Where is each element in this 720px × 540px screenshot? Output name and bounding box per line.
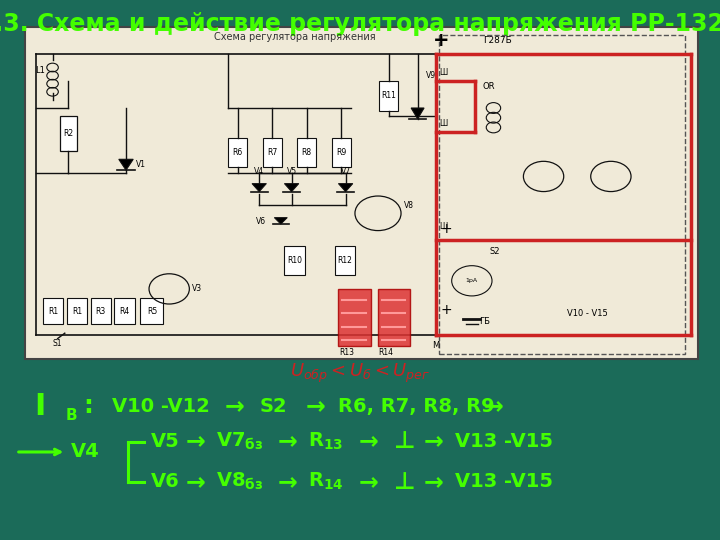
Text: R12: R12 [338,256,352,265]
Text: →: → [225,394,244,418]
Bar [67,298,87,324]
Text: $\mathbf{R_{14}}$: $\mathbf{R_{14}}$ [308,471,343,492]
Text: V10 - V15: V10 - V15 [567,309,608,318]
Text: Схема регулятора напряжения: Схема регулятора напряжения [214,32,375,42]
Text: →: → [277,429,297,453]
Text: V7: V7 [341,166,351,176]
Bar [338,289,371,346]
Text: ГБ: ГБ [479,317,490,326]
Text: ОR: ОR [482,82,495,91]
Text: $\mathbf{B}$: $\mathbf{B}$ [65,407,77,423]
Text: $\mathbf{V8_{бз}}$: $\mathbf{V8_{бз}}$ [216,471,264,492]
Text: +: + [433,31,450,50]
Text: →: → [423,429,443,453]
Text: +: + [441,222,452,237]
Bar [335,246,355,275]
Text: R13: R13 [339,348,354,356]
Text: L1: L1 [35,66,45,75]
Text: V6: V6 [256,217,266,226]
Text: Ш: Ш [439,119,448,128]
Text: S2: S2 [490,247,500,255]
Text: R5: R5 [147,307,157,315]
Polygon shape [252,184,266,192]
Text: $\mathbf{V7_{бз}}$: $\mathbf{V7_{бз}}$ [216,430,264,452]
Text: V4: V4 [71,442,99,462]
Text: Ш: Ш [439,68,448,77]
Text: :: : [83,394,93,418]
Text: →: → [306,394,325,418]
Text: V13 -V15: V13 -V15 [455,431,553,451]
Text: Ш: Ш [439,221,448,231]
Bar [43,298,63,324]
Polygon shape [119,159,133,170]
Text: +: + [441,303,452,318]
Text: R1: R1 [72,307,82,315]
Text: R1: R1 [48,307,58,315]
Polygon shape [338,184,353,192]
Text: R9: R9 [336,148,346,157]
Text: ⊥: ⊥ [394,470,415,494]
Text: 1рА: 1рА [466,278,478,284]
Text: R7: R7 [267,148,277,157]
Text: V5: V5 [151,431,180,451]
Bar [25,27,698,359]
Bar [332,138,351,167]
Text: $\mathbf{I}$: $\mathbf{I}$ [34,392,45,421]
Text: →: → [186,429,205,453]
Text: →: → [423,470,443,494]
Bar [378,289,410,346]
Text: $U_{обр} < U_{б} < U_{рег}$: $U_{обр} < U_{б} < U_{рег}$ [289,362,431,385]
Text: R6, R7, R8, R9: R6, R7, R8, R9 [338,396,495,416]
Text: R14: R14 [379,348,394,356]
Text: R8: R8 [302,148,312,157]
Text: R6: R6 [233,148,243,157]
Bar [91,298,111,324]
Bar [284,246,305,275]
Text: →: → [277,470,297,494]
Text: 2.3. Схема и действие регулятора напряжения РР-132А: 2.3. Схема и действие регулятора напряже… [0,12,720,36]
Text: R10: R10 [287,256,302,265]
Bar [263,138,282,167]
Text: V10 -V12: V10 -V12 [112,396,210,416]
Text: S1: S1 [53,340,63,348]
Bar [60,116,77,151]
Text: →: → [359,470,378,494]
Bar [297,138,316,167]
Text: V5: V5 [287,166,297,176]
Text: ⊥: ⊥ [394,429,415,453]
Text: M: M [432,341,439,350]
Text: $\mathbf{R_{13}}$: $\mathbf{R_{13}}$ [308,430,343,452]
Polygon shape [284,184,299,192]
Bar [228,138,247,167]
Text: V4: V4 [254,166,264,176]
Text: Г287Б: Г287Б [483,36,512,45]
Text: R4: R4 [120,307,130,315]
Text: V6: V6 [151,472,180,491]
Text: →: → [186,470,205,494]
Bar [439,35,685,354]
Text: S2: S2 [259,396,287,416]
Bar [379,81,398,111]
Text: V13 -V15: V13 -V15 [455,472,553,491]
Text: V3: V3 [192,285,202,293]
Text: R11: R11 [382,91,396,100]
Bar [114,298,135,324]
Text: R2: R2 [63,129,73,138]
Polygon shape [274,218,287,224]
Bar [140,298,163,324]
Text: V8: V8 [404,201,414,210]
Text: R3: R3 [96,307,106,315]
Text: V9: V9 [426,71,436,80]
Text: →: → [484,394,503,418]
Text: V1: V1 [136,160,146,169]
Text: →: → [359,429,378,453]
Polygon shape [411,108,424,119]
